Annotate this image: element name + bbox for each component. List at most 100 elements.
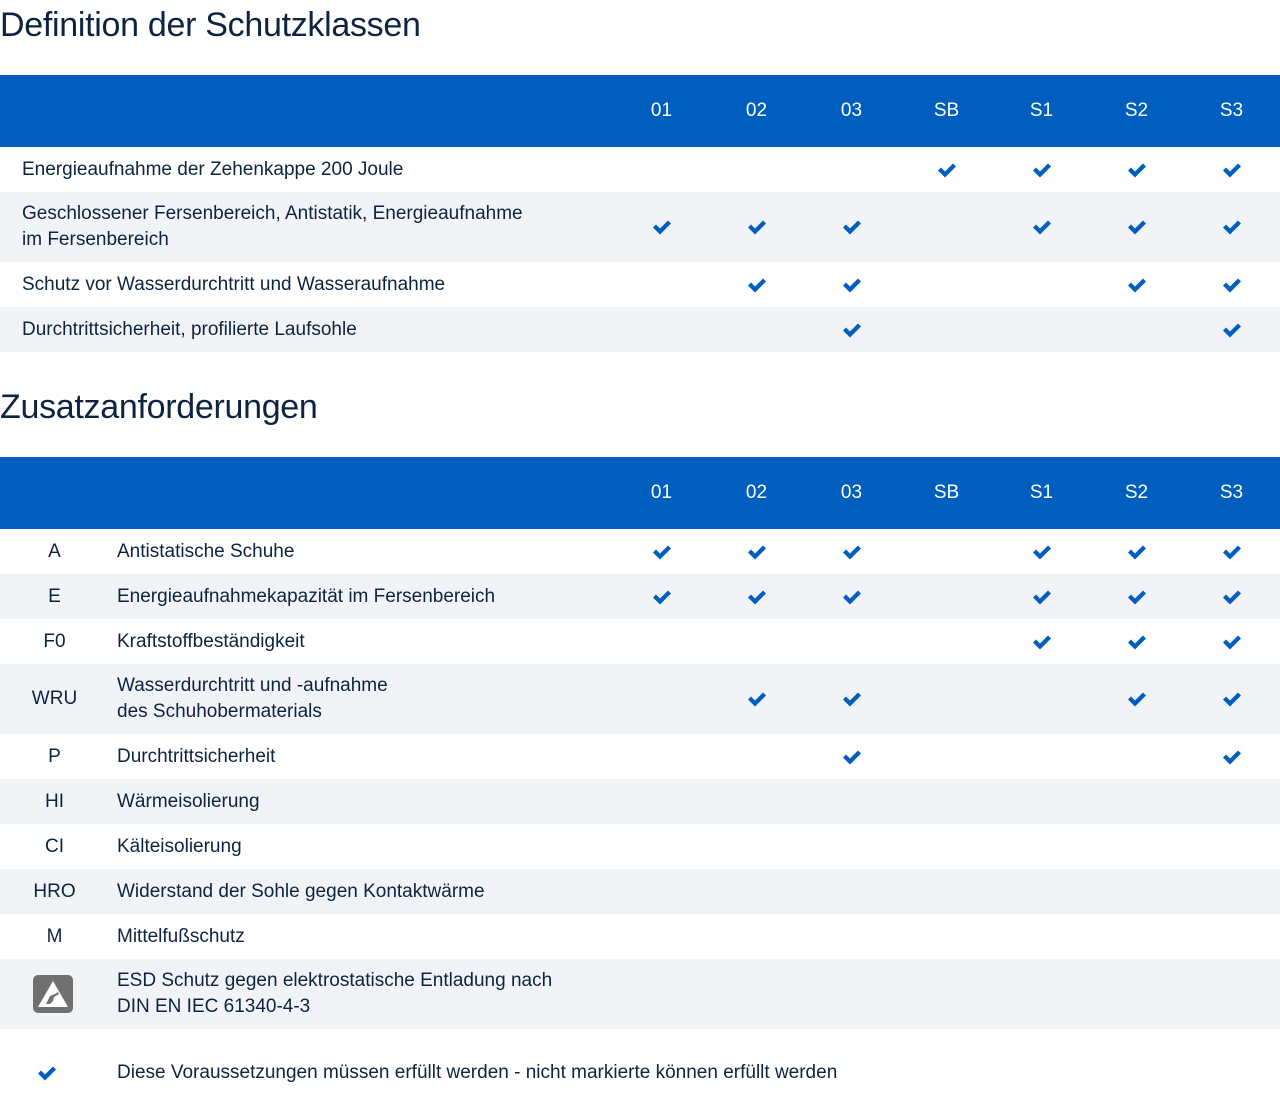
cell-03	[804, 589, 899, 605]
checkmark-icon	[1032, 162, 1052, 178]
cell-01	[614, 219, 709, 235]
table-row: ESD Schutz gegen elektrostatische Entlad…	[0, 959, 1280, 1029]
cell-s3	[1184, 749, 1279, 765]
cell-s2	[1089, 219, 1184, 235]
cell-s1	[994, 589, 1089, 605]
cell-s3	[1184, 277, 1279, 293]
checkmark-icon	[747, 544, 767, 560]
checkmark-icon	[652, 219, 672, 235]
checkmark-icon	[1222, 749, 1242, 765]
column-header-01: 01	[650, 482, 673, 503]
cell-01	[614, 589, 709, 605]
table-row: WRU Wasserdurchtritt und -aufnahme des Sc…	[0, 664, 1280, 734]
cell-01	[614, 544, 709, 560]
row-label: Wasserdurchtritt und -aufnahme des Schuh…	[117, 675, 388, 722]
checkmark-icon	[1222, 634, 1242, 650]
table-row: P Durchtrittsicherheit	[0, 734, 1280, 779]
checkmark-icon	[842, 589, 862, 605]
cell-02	[709, 589, 804, 605]
cell-03	[804, 691, 899, 707]
legend: Diese Voraussetzungen müssen erfüllt wer…	[0, 1062, 837, 1084]
checkmark-icon	[1127, 219, 1147, 235]
cell-s1	[994, 544, 1089, 560]
cell-03	[804, 749, 899, 765]
row-code: WRU	[31, 688, 78, 709]
legend-text: Diese Voraussetzungen müssen erfüllt wer…	[117, 1062, 838, 1083]
checkmark-icon	[842, 544, 862, 560]
cell-s2	[1089, 162, 1184, 178]
cell-s2	[1089, 634, 1184, 650]
cell-02	[709, 691, 804, 707]
checkmark-icon	[747, 219, 767, 235]
column-header-s3: S3	[1219, 482, 1244, 503]
checkmark-icon	[1222, 544, 1242, 560]
table-row: M Mittelfußschutz	[0, 914, 1280, 959]
cell-sb	[899, 162, 994, 178]
cell-03	[804, 219, 899, 235]
checkmark-icon	[1222, 219, 1242, 235]
cell-02	[709, 544, 804, 560]
checkmark-icon	[0, 1065, 94, 1081]
row-label: Mittelfußschutz	[117, 925, 245, 947]
cell-s3	[1184, 322, 1279, 338]
checkmark-icon	[1127, 634, 1147, 650]
column-header-s2: S2	[1124, 482, 1149, 503]
row-code: P	[48, 745, 61, 767]
checkmark-icon	[1127, 277, 1147, 293]
row-label: Kraftstoffbeständigkeit	[117, 630, 305, 652]
table-header: 01 02 03 SB S1 S2 S3	[0, 457, 1280, 529]
table-row: Durchtrittsicherheit, profilierte Laufso…	[0, 307, 1280, 352]
row-label: Durchtrittsicherheit, profilierte Laufso…	[22, 318, 357, 340]
checkmark-icon	[1222, 589, 1242, 605]
row-label: Antistatische Schuhe	[117, 540, 295, 562]
checkmark-icon	[1222, 277, 1242, 293]
row-label: Schutz vor Wasserdurchtritt und Wasserau…	[22, 273, 446, 295]
checkmark-icon	[1127, 589, 1147, 605]
column-header-sb: SB	[933, 100, 960, 121]
checkmark-icon	[747, 277, 767, 293]
cell-s3	[1184, 634, 1279, 650]
checkmark-icon	[747, 691, 767, 707]
column-header-s2: S2	[1124, 100, 1149, 121]
table-row: CI Kälteisolierung	[0, 824, 1280, 869]
checkmark-icon	[1222, 322, 1242, 338]
section-title-schutzklassen: Definition der Schutzklassen	[0, 6, 421, 44]
column-header-s1: S1	[1029, 482, 1054, 503]
section-title-zusatzanforderungen: Zusatzanforderungen	[0, 388, 318, 426]
checkmark-icon	[652, 589, 672, 605]
column-header-sb: SB	[933, 482, 960, 503]
cell-02	[709, 277, 804, 293]
table-row: HRO Widerstand der Sohle gegen Kontaktwär…	[0, 869, 1280, 914]
checkmark-icon	[1222, 691, 1242, 707]
cell-03	[804, 544, 899, 560]
checkmark-icon	[1032, 219, 1052, 235]
cell-s3	[1184, 589, 1279, 605]
column-header-02: 02	[745, 100, 768, 121]
row-label: ESD Schutz gegen elektrostatische Entlad…	[117, 970, 553, 1017]
checkmark-icon	[842, 277, 862, 293]
cell-s1	[994, 634, 1089, 650]
row-label: Energieaufnahmekapazität im Fersenbereic…	[117, 585, 496, 607]
cell-03	[804, 277, 899, 293]
cell-s3	[1184, 162, 1279, 178]
row-label: Wärmeisolierung	[117, 790, 260, 812]
cell-s2	[1089, 544, 1184, 560]
checkmark-icon	[1127, 544, 1147, 560]
esd-warning-icon	[0, 975, 117, 1013]
table-row: A Antistatische Schuhe	[0, 529, 1280, 574]
cell-02	[709, 219, 804, 235]
row-code: HI	[45, 790, 64, 812]
column-header-03: 03	[840, 482, 863, 503]
checkmark-icon	[842, 219, 862, 235]
row-label: Kälteisolierung	[117, 835, 242, 857]
cell-s2	[1089, 277, 1184, 293]
cell-03	[804, 322, 899, 338]
table-row: HI Wärmeisolierung	[0, 779, 1280, 824]
cell-s2	[1089, 691, 1184, 707]
additional-requirements-table: 01 02 03 SB S1 S2 S3 A Antistatische Schuhe E Ener…	[0, 457, 1280, 1029]
checkmark-icon	[747, 589, 767, 605]
row-code: E	[48, 585, 61, 607]
row-label: Widerstand der Sohle gegen Kontaktwärme	[117, 880, 485, 902]
checkmark-icon	[1127, 691, 1147, 707]
checkmark-icon	[652, 544, 672, 560]
